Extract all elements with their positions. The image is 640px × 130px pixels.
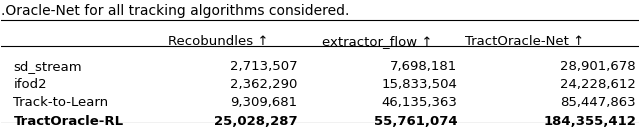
Text: 2,362,290: 2,362,290: [230, 78, 298, 91]
Text: TractOracle-Net ↑: TractOracle-Net ↑: [465, 35, 584, 48]
Text: Recobundles ↑: Recobundles ↑: [168, 35, 268, 48]
Text: 2,713,507: 2,713,507: [230, 60, 298, 73]
Text: ifod2: ifod2: [13, 78, 47, 91]
Text: 55,761,074: 55,761,074: [374, 115, 458, 128]
Text: Track-to-Learn: Track-to-Learn: [13, 96, 109, 109]
Text: sd_stream: sd_stream: [13, 60, 82, 73]
Text: 9,309,681: 9,309,681: [230, 96, 298, 109]
Text: TractOracle-RL: TractOracle-RL: [13, 115, 124, 128]
Text: extractor_flow ↑: extractor_flow ↑: [322, 35, 433, 48]
Text: 15,833,504: 15,833,504: [381, 78, 458, 91]
Text: 184,355,412: 184,355,412: [543, 115, 636, 128]
Text: 7,698,181: 7,698,181: [390, 60, 458, 73]
Text: 85,447,863: 85,447,863: [561, 96, 636, 109]
Text: 24,228,612: 24,228,612: [560, 78, 636, 91]
Text: 28,901,678: 28,901,678: [561, 60, 636, 73]
Text: .Oracle-Net for all tracking algorithms considered.: .Oracle-Net for all tracking algorithms …: [1, 4, 349, 18]
Text: 25,028,287: 25,028,287: [214, 115, 298, 128]
Text: 46,135,363: 46,135,363: [381, 96, 458, 109]
